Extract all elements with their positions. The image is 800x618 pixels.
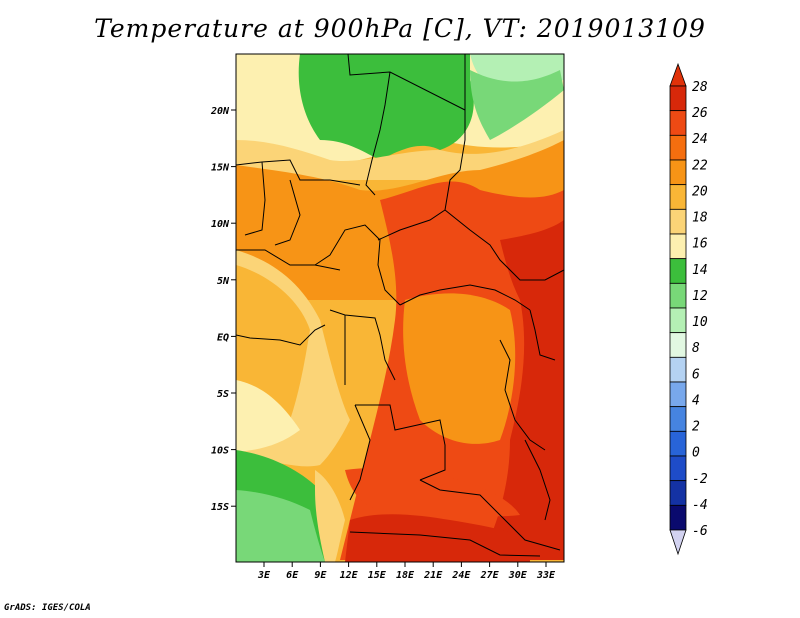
lat-tick-label: 5S — [217, 389, 229, 400]
lon-tick-label: 12E — [340, 570, 359, 581]
field-east-red — [480, 220, 564, 560]
lon-tick-label: 18E — [396, 570, 415, 581]
field-basin-orange — [403, 293, 516, 444]
colorbar-label: -6 — [692, 524, 708, 539]
field-south-redorange — [345, 468, 520, 517]
colorbar-top-arrow — [669, 62, 687, 87]
field-sahara-green — [298, 54, 474, 160]
longitude-axis: 3E 6E 9E 12E 15E 18E 21E 24E 27E 30E 33E — [257, 562, 556, 581]
grads-credit: GrADS: IGES/COLA — [4, 603, 91, 613]
lon-tick-label: 30E — [508, 570, 528, 581]
lat-tick-label: 10S — [211, 446, 229, 457]
colorbar-segment — [669, 258, 687, 284]
colorbar-segment — [669, 356, 687, 383]
lon-tick-label: 24E — [451, 570, 471, 581]
colorbar-segment — [669, 381, 687, 408]
temperature-field — [236, 54, 564, 562]
lon-tick-label: 15E — [368, 570, 387, 581]
field-sw-lightgreen — [236, 490, 325, 562]
colorbar-segment — [669, 406, 687, 432]
map-title: Temperature at 900hPa [C], VT: 201901310… — [94, 14, 706, 43]
colorbar-segment — [669, 307, 687, 334]
lat-tick-label: 5N — [217, 276, 230, 287]
lon-tick-label: 27E — [480, 570, 500, 581]
field-namib-pale — [315, 470, 345, 562]
lat-tick-label: 20N — [210, 106, 230, 117]
colorbar-label: 18 — [692, 211, 708, 226]
colorbar-label: 26 — [692, 106, 708, 121]
colorbar-label: -4 — [692, 498, 708, 513]
lat-tick-label: 10N — [211, 219, 230, 230]
colorbar-label: 24 — [692, 132, 708, 147]
colorbar-label: 2 — [692, 420, 700, 435]
lon-tick-label: 33E — [536, 570, 556, 581]
colorbar-segment — [669, 455, 687, 482]
colorbar-segment — [669, 159, 687, 186]
lat-tick-label: 15S — [211, 502, 229, 513]
lon-tick-label: 21E — [423, 570, 443, 581]
lon-tick-label: 6E — [286, 570, 299, 581]
map-frame — [235, 53, 565, 563]
colorbar-label: 20 — [692, 184, 708, 199]
colorbar-label: 28 — [692, 80, 708, 95]
colorbar-label: 6 — [692, 367, 700, 382]
country-borders — [236, 54, 564, 557]
lat-tick-label: 15N — [211, 163, 230, 174]
colorbar-segment — [669, 332, 687, 358]
field-south-red — [345, 514, 530, 562]
lon-tick-label: 9E — [314, 570, 327, 581]
field-ne-green — [470, 70, 564, 140]
colorbar-segment — [669, 208, 687, 235]
colorbar-label: 12 — [692, 289, 708, 304]
colorbar-segment — [669, 282, 687, 309]
colorbar-label: 4 — [692, 393, 700, 408]
colorbar-label: 10 — [692, 315, 708, 330]
colorbar-label: 0 — [692, 446, 700, 461]
colorbar-segment — [669, 233, 687, 260]
latitude-axis: 20N 15N 10N 5N EQ 5S 10S 15S — [210, 106, 236, 513]
colorbar-segment — [669, 480, 687, 506]
colorbar-segment — [669, 430, 687, 457]
colorbar-segment — [669, 504, 687, 531]
colorbar-segment — [669, 134, 687, 161]
colorbar-label: 22 — [692, 158, 708, 173]
lon-tick-label: 3E — [257, 570, 271, 581]
field-gulf-pale — [236, 380, 300, 452]
colorbar-segment — [669, 110, 687, 136]
colorbar-label: 16 — [692, 237, 708, 252]
colorbar-segment — [669, 85, 687, 112]
colorbar-label: -2 — [692, 472, 708, 487]
colorbar-label: 8 — [692, 341, 700, 356]
field-sahel-light — [236, 130, 564, 180]
lat-tick-label: EQ — [217, 332, 229, 343]
colorbar-label: 14 — [692, 263, 708, 278]
colorbar-segment — [669, 184, 687, 210]
colorbar-bottom-arrow — [669, 529, 687, 556]
